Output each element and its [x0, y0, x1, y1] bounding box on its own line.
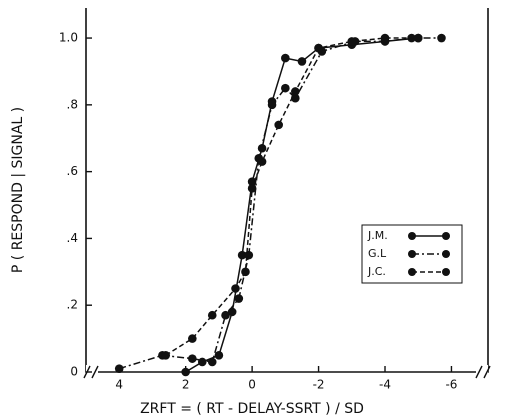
series-line [165, 37, 419, 356]
data-point [274, 120, 283, 130]
data-point [291, 87, 300, 96]
data-point [221, 310, 230, 320]
x-tick-label: -6 [445, 378, 457, 392]
y-tick-label: 0 [70, 365, 78, 379]
data-point [214, 351, 224, 360]
data-point [181, 367, 190, 377]
data-point [207, 310, 217, 320]
data-point [197, 357, 207, 367]
legend-marker [408, 232, 416, 240]
data-point [291, 93, 300, 103]
data-point [314, 43, 323, 53]
legend-marker [408, 268, 416, 276]
y-tick-label: .2 [67, 298, 78, 312]
data-point [231, 284, 240, 293]
y-tick-label: .6 [67, 164, 78, 178]
series-line [119, 37, 442, 370]
data-point [257, 157, 267, 166]
x-tick-label: -2 [313, 378, 325, 392]
y-tick-label: .4 [67, 231, 78, 245]
data-point [281, 53, 290, 63]
data-point [161, 351, 171, 360]
legend-label: J.M. [367, 229, 388, 242]
data-point [237, 250, 247, 260]
x-axis-label: ZRFT = ( RT - DELAY-SSRT ) / SD [140, 401, 364, 417]
y-tick-label: .8 [67, 97, 78, 111]
data-point [241, 267, 250, 277]
data-point [297, 57, 307, 66]
data-point [234, 294, 244, 303]
legend-marker [442, 232, 450, 240]
plot-frame [85, 8, 489, 373]
data-point [437, 33, 446, 43]
data-point [413, 33, 423, 43]
legend-marker [442, 250, 450, 258]
legend-label: G.L [368, 247, 387, 260]
x-tick-label: 4 [115, 378, 123, 392]
data-point [114, 364, 124, 373]
data-point [244, 250, 254, 260]
data-point [347, 37, 357, 46]
legend-marker [408, 250, 416, 258]
x-tick-label: 0 [248, 378, 256, 392]
data-point [188, 334, 197, 343]
legend-marker [442, 268, 450, 276]
data-point [247, 184, 257, 193]
data-point [247, 177, 257, 186]
y-tick-label: 1.0 [59, 31, 78, 45]
x-tick-label: -4 [379, 378, 391, 392]
data-point [281, 83, 290, 93]
data-point [257, 143, 267, 153]
data-point [380, 33, 390, 43]
data-point [207, 357, 217, 367]
series-line [185, 37, 419, 373]
y-axis-label: P ( RESPOND | SIGNAL ) [10, 107, 26, 273]
legend-label: J.C. [367, 265, 386, 278]
x-tick-label: 2 [182, 378, 190, 392]
data-point [188, 354, 197, 363]
data-point [267, 100, 277, 110]
